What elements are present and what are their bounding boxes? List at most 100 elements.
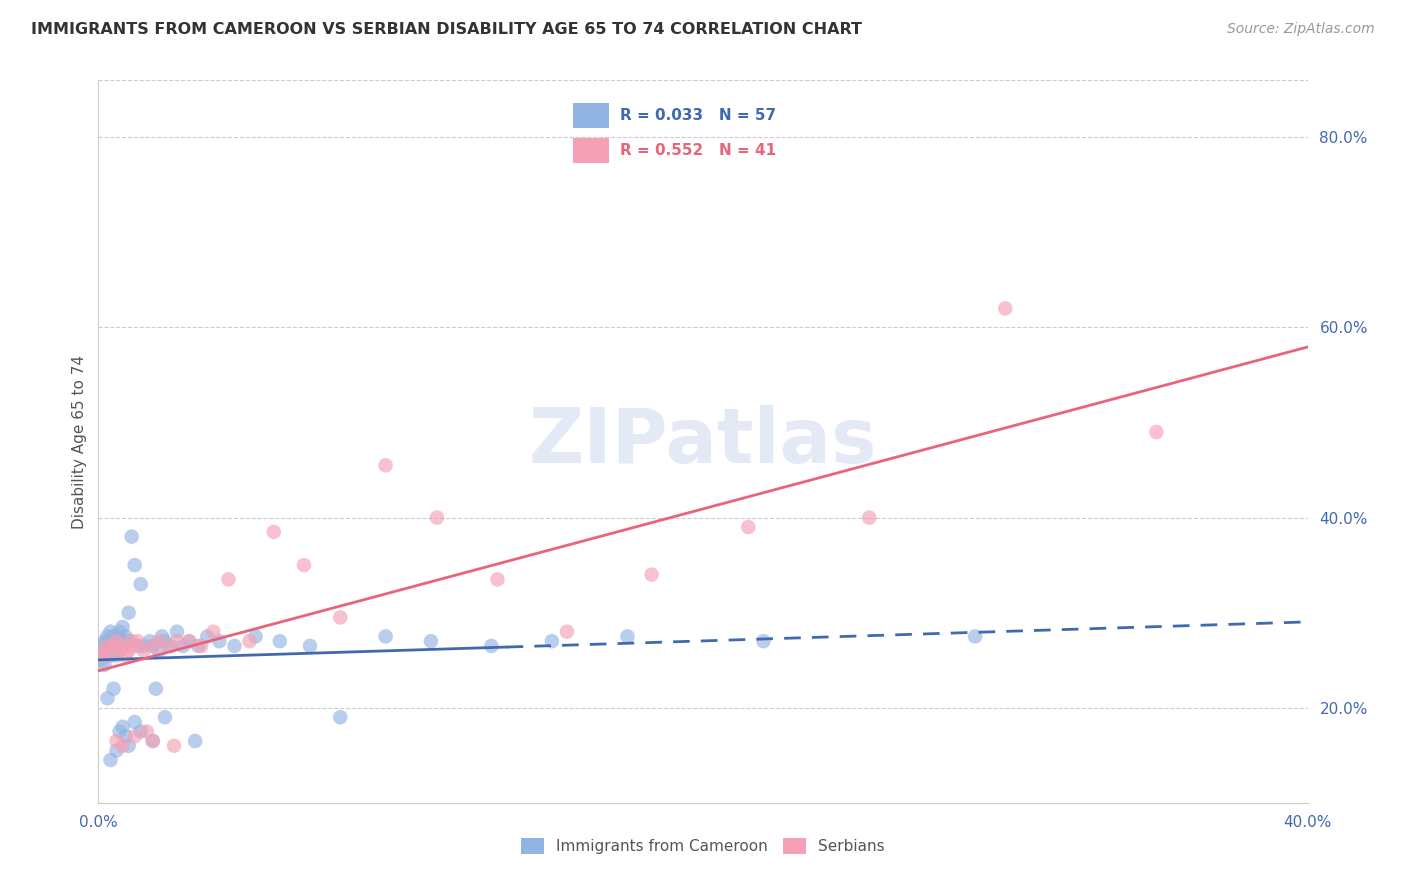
Point [187, 639, 209, 653]
Point [208, 634, 231, 648]
Point [100, 753, 122, 767]
Point [96, 634, 118, 648]
Point [156, 639, 179, 653]
Point [329, 710, 352, 724]
Point [132, 643, 155, 657]
Point [103, 643, 125, 657]
Point [96, 629, 118, 643]
Point [105, 743, 128, 757]
Point [93, 643, 115, 657]
Point [269, 634, 291, 648]
Point [142, 734, 165, 748]
Point [111, 720, 134, 734]
Point [111, 739, 134, 753]
Point [121, 634, 143, 648]
Point [858, 510, 880, 524]
Point [481, 639, 503, 653]
Text: R = 0.552   N = 41: R = 0.552 N = 41 [620, 143, 776, 158]
Point [132, 639, 155, 653]
Point [103, 639, 125, 653]
Point [108, 624, 131, 639]
Point [105, 648, 128, 663]
Point [103, 681, 125, 696]
Point [640, 567, 662, 582]
Point [1144, 425, 1167, 439]
Point [90, 648, 112, 663]
Point [93, 657, 115, 672]
Point [121, 530, 143, 544]
Legend: Immigrants from Cameroon, Serbians: Immigrants from Cameroon, Serbians [515, 832, 891, 860]
Point [145, 681, 167, 696]
Point [105, 634, 128, 648]
Point [124, 729, 146, 743]
Point [224, 639, 246, 653]
Point [111, 639, 134, 653]
Point [153, 634, 176, 648]
Point [217, 573, 239, 587]
Point [90, 639, 112, 653]
Point [172, 639, 194, 653]
Point [616, 629, 638, 643]
Point [965, 629, 987, 643]
Point [118, 606, 141, 620]
Point [153, 710, 176, 724]
Point [111, 620, 134, 634]
Point [420, 634, 443, 648]
Bar [572, 137, 609, 162]
Point [292, 558, 315, 573]
Bar [572, 103, 609, 128]
Point [166, 634, 188, 648]
Point [127, 639, 149, 653]
Point [100, 634, 122, 648]
Point [108, 643, 131, 657]
Point [124, 558, 146, 573]
Point [179, 634, 201, 648]
Point [555, 624, 578, 639]
Point [245, 629, 267, 643]
Point [127, 634, 149, 648]
Point [100, 648, 122, 663]
Point [108, 724, 131, 739]
Point [426, 510, 449, 524]
Point [299, 639, 322, 653]
Point [752, 634, 775, 648]
Point [114, 629, 136, 643]
Point [160, 639, 183, 653]
Point [108, 643, 131, 657]
Point [96, 691, 118, 706]
Point [96, 639, 118, 653]
Point [105, 734, 128, 748]
Point [96, 643, 118, 657]
Point [105, 634, 128, 648]
Point [129, 577, 152, 591]
Point [124, 714, 146, 729]
Point [195, 629, 218, 643]
Point [329, 610, 352, 624]
Point [93, 634, 115, 648]
Point [239, 634, 262, 648]
Point [142, 639, 165, 653]
Point [108, 634, 131, 648]
Point [139, 634, 162, 648]
Point [190, 639, 212, 653]
Point [540, 634, 562, 648]
Point [166, 624, 188, 639]
Point [142, 734, 165, 748]
Point [142, 639, 165, 653]
Point [124, 639, 146, 653]
Point [374, 458, 396, 473]
Point [90, 653, 112, 667]
Point [103, 629, 125, 643]
Text: Source: ZipAtlas.com: Source: ZipAtlas.com [1227, 22, 1375, 37]
Point [150, 629, 173, 643]
Point [486, 573, 509, 587]
Point [111, 639, 134, 653]
Point [114, 729, 136, 743]
Point [163, 739, 186, 753]
Text: IMMIGRANTS FROM CAMEROON VS SERBIAN DISABILITY AGE 65 TO 74 CORRELATION CHART: IMMIGRANTS FROM CAMEROON VS SERBIAN DISA… [31, 22, 862, 37]
Point [100, 648, 122, 663]
Y-axis label: Disability Age 65 to 74: Disability Age 65 to 74 [72, 354, 87, 529]
Point [994, 301, 1017, 316]
Point [184, 734, 207, 748]
Point [118, 739, 141, 753]
